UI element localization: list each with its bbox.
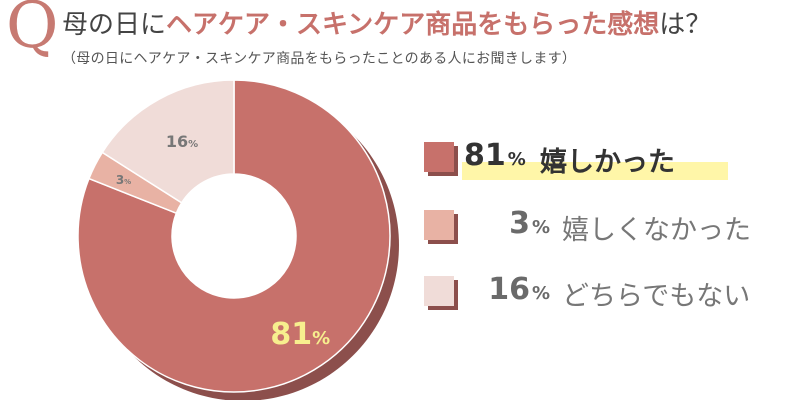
slice-data-label: 3% <box>116 173 131 187</box>
slice-data-label: 16% <box>166 132 198 151</box>
pie-slice <box>77 79 391 393</box>
title-prefix: 母の日に <box>62 10 167 40</box>
legend-swatch <box>424 142 454 172</box>
legend-label: 嬉しくなかった <box>562 215 751 246</box>
title-suffix: は？ <box>659 10 712 40</box>
legend-percent: 81% <box>464 138 526 173</box>
legend-label: どちらでもない <box>562 281 751 312</box>
page-title: 母の日にヘアケア・スキンケア商品をもらった感想は？ <box>62 6 711 44</box>
legend-swatch <box>424 210 454 240</box>
legend-label: 嬉しかった <box>540 147 675 178</box>
question-mark-q: Q <box>6 0 59 63</box>
legend-highlight-bar <box>462 162 728 180</box>
legend-percent: 3% <box>509 206 550 241</box>
title-highlight: ヘアケア・スキンケア商品をもらった感想 <box>166 10 660 40</box>
legend-percent: 16% <box>488 272 550 307</box>
page-subtitle: （母の日にヘアケア・スキンケア商品をもらったことのある人にお聞きします） <box>62 51 577 67</box>
legend-swatch <box>424 276 454 306</box>
donut-hole <box>172 174 296 298</box>
slice-data-label: 81% <box>270 317 330 352</box>
